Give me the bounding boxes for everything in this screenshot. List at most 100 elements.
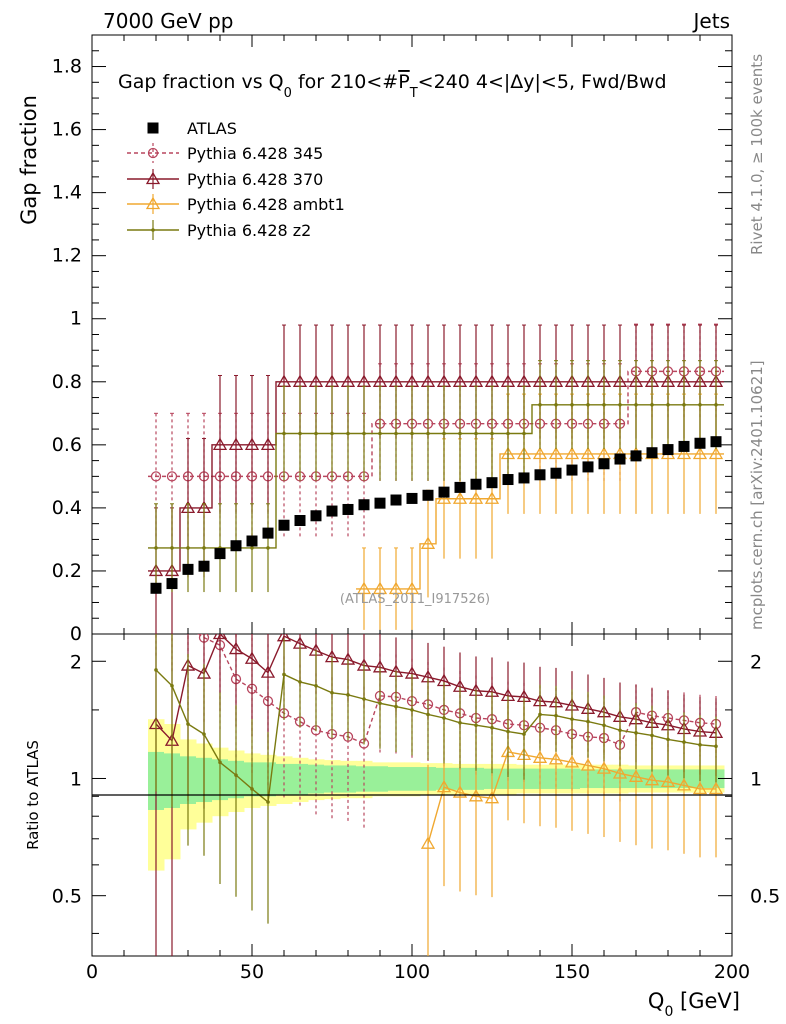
series-3-ratio-marker bbox=[628, 769, 644, 782]
series-2-ratio-marker bbox=[260, 665, 276, 678]
atlas-data-point bbox=[678, 440, 690, 452]
series-4-ratio-marker bbox=[298, 680, 302, 684]
mcplots-side-label: mcplots.cern.ch [arXiv:2401.10621] bbox=[748, 360, 766, 630]
series-4-marker bbox=[538, 403, 542, 407]
atlas-data-point bbox=[422, 489, 434, 501]
series-2-marker bbox=[244, 437, 260, 450]
series-4-marker bbox=[298, 431, 302, 436]
atlas-data-point bbox=[390, 494, 402, 506]
ratio-tick-label-left: 1 bbox=[70, 768, 82, 790]
series-4-ratio-marker bbox=[522, 732, 526, 736]
series-2-ratio-marker bbox=[244, 651, 260, 664]
atlas-stat-uncertainty-band bbox=[340, 765, 357, 793]
series-4-ratio-marker bbox=[378, 701, 382, 706]
series-4-marker bbox=[202, 546, 206, 550]
atlas-data-point bbox=[326, 505, 338, 517]
energy-label: 7000 GeV pp bbox=[103, 9, 234, 33]
atlas-data-point bbox=[230, 540, 242, 552]
series-3-marker bbox=[580, 446, 596, 460]
series-4-ratio-marker bbox=[570, 717, 574, 721]
series-3-marker bbox=[708, 446, 724, 460]
series-1-ratio-line bbox=[197, 634, 717, 746]
series-4-marker bbox=[266, 546, 270, 550]
series-3-ratio-marker bbox=[436, 779, 452, 793]
atlas-stat-uncertainty-band bbox=[388, 767, 405, 791]
legend-label-1: Pythia 6.428 345 bbox=[187, 144, 323, 163]
series-4-ratio-marker bbox=[442, 716, 446, 720]
series-4-marker bbox=[618, 403, 622, 407]
legend-marker-4 bbox=[151, 228, 155, 232]
series-4-ratio-marker bbox=[362, 697, 366, 701]
x-tick-label: 0 bbox=[86, 961, 98, 983]
legend-label-2: Pythia 6.428 370 bbox=[187, 170, 323, 189]
atlas-data-point bbox=[646, 447, 658, 459]
y-tick-label: 1.2 bbox=[52, 245, 82, 267]
atlas-data-point bbox=[534, 469, 546, 481]
series-4-marker bbox=[634, 403, 638, 407]
atlas-data-point bbox=[374, 497, 386, 509]
series-3-ratio-marker bbox=[644, 772, 660, 786]
ratio-tick-label-right: 1 bbox=[750, 768, 762, 790]
series-4-ratio-marker bbox=[618, 728, 622, 733]
series-3-ratio-line bbox=[427, 751, 716, 844]
main-series-layer bbox=[148, 323, 724, 634]
series-3-marker bbox=[388, 581, 404, 595]
series-3-marker bbox=[404, 581, 420, 595]
atlas-data-point bbox=[630, 450, 642, 462]
y-tick-label: 0.6 bbox=[52, 434, 82, 456]
analysis-id-label: (ATLAS_2011_I917526) bbox=[340, 592, 490, 607]
series-4-marker bbox=[682, 403, 686, 407]
atlas-data-point bbox=[470, 478, 482, 490]
y-tick-label: 1.8 bbox=[52, 56, 82, 78]
series-4-marker bbox=[346, 431, 350, 436]
series-3-marker bbox=[564, 446, 580, 460]
atlas-data-point bbox=[454, 481, 466, 493]
series-4-marker bbox=[170, 546, 174, 550]
ratio-tick-label-left: 0.5 bbox=[52, 886, 82, 908]
x-tick-label: 100 bbox=[394, 961, 430, 983]
legend-marker-2 bbox=[145, 171, 161, 185]
series-4-marker bbox=[698, 403, 702, 407]
series-3-ratio-marker bbox=[548, 752, 564, 765]
atlas-data-point bbox=[614, 453, 626, 465]
atlas-stat-uncertainty-band bbox=[372, 766, 389, 792]
atlas-data-point bbox=[166, 578, 178, 590]
x-tick-label: 200 bbox=[714, 961, 750, 983]
atlas-data-point bbox=[246, 535, 258, 547]
legend-label-4: Pythia 6.428 z2 bbox=[187, 221, 311, 240]
series-3-marker bbox=[548, 446, 564, 460]
atlas-data-point bbox=[182, 563, 194, 575]
series-3-marker bbox=[452, 491, 468, 504]
series-3-marker bbox=[468, 491, 484, 504]
series-4-marker bbox=[154, 546, 158, 550]
series-4-ratio-marker bbox=[202, 732, 206, 736]
atlas-data-point bbox=[214, 548, 226, 560]
series-4-ratio-marker bbox=[186, 722, 190, 726]
series-4-marker bbox=[490, 431, 494, 436]
atlas-data-point bbox=[502, 474, 514, 486]
y-tick-label: 0.4 bbox=[52, 497, 82, 519]
series-3-ratio-marker bbox=[612, 766, 628, 779]
legend-label-0: ATLAS bbox=[187, 119, 237, 138]
series-4-marker bbox=[458, 431, 462, 436]
series-3-marker bbox=[436, 491, 452, 504]
rivet-side-label: Rivet 4.1.0, ≥ 100k events bbox=[748, 54, 766, 255]
series-3-ratio-marker bbox=[660, 774, 676, 788]
series-3-marker bbox=[692, 446, 708, 460]
atlas-data-point bbox=[278, 519, 290, 531]
x-tick-label: 150 bbox=[554, 961, 590, 983]
series-4-ratio-line bbox=[155, 669, 717, 804]
series-4-marker bbox=[250, 546, 254, 550]
series-4-ratio-marker bbox=[314, 683, 318, 688]
series-4-ratio-marker bbox=[554, 713, 558, 718]
series-3-ratio-marker bbox=[596, 761, 612, 774]
series-4-marker bbox=[602, 403, 606, 407]
series-3-marker bbox=[532, 446, 548, 460]
y-tick-label: 0.2 bbox=[52, 560, 82, 582]
series-3-ratio-marker bbox=[692, 781, 708, 795]
series-4-ratio-marker bbox=[698, 743, 702, 747]
series-4-ratio-marker bbox=[170, 683, 174, 688]
series-4-ratio-marker bbox=[474, 723, 478, 728]
series-3-ratio-marker bbox=[708, 781, 724, 795]
